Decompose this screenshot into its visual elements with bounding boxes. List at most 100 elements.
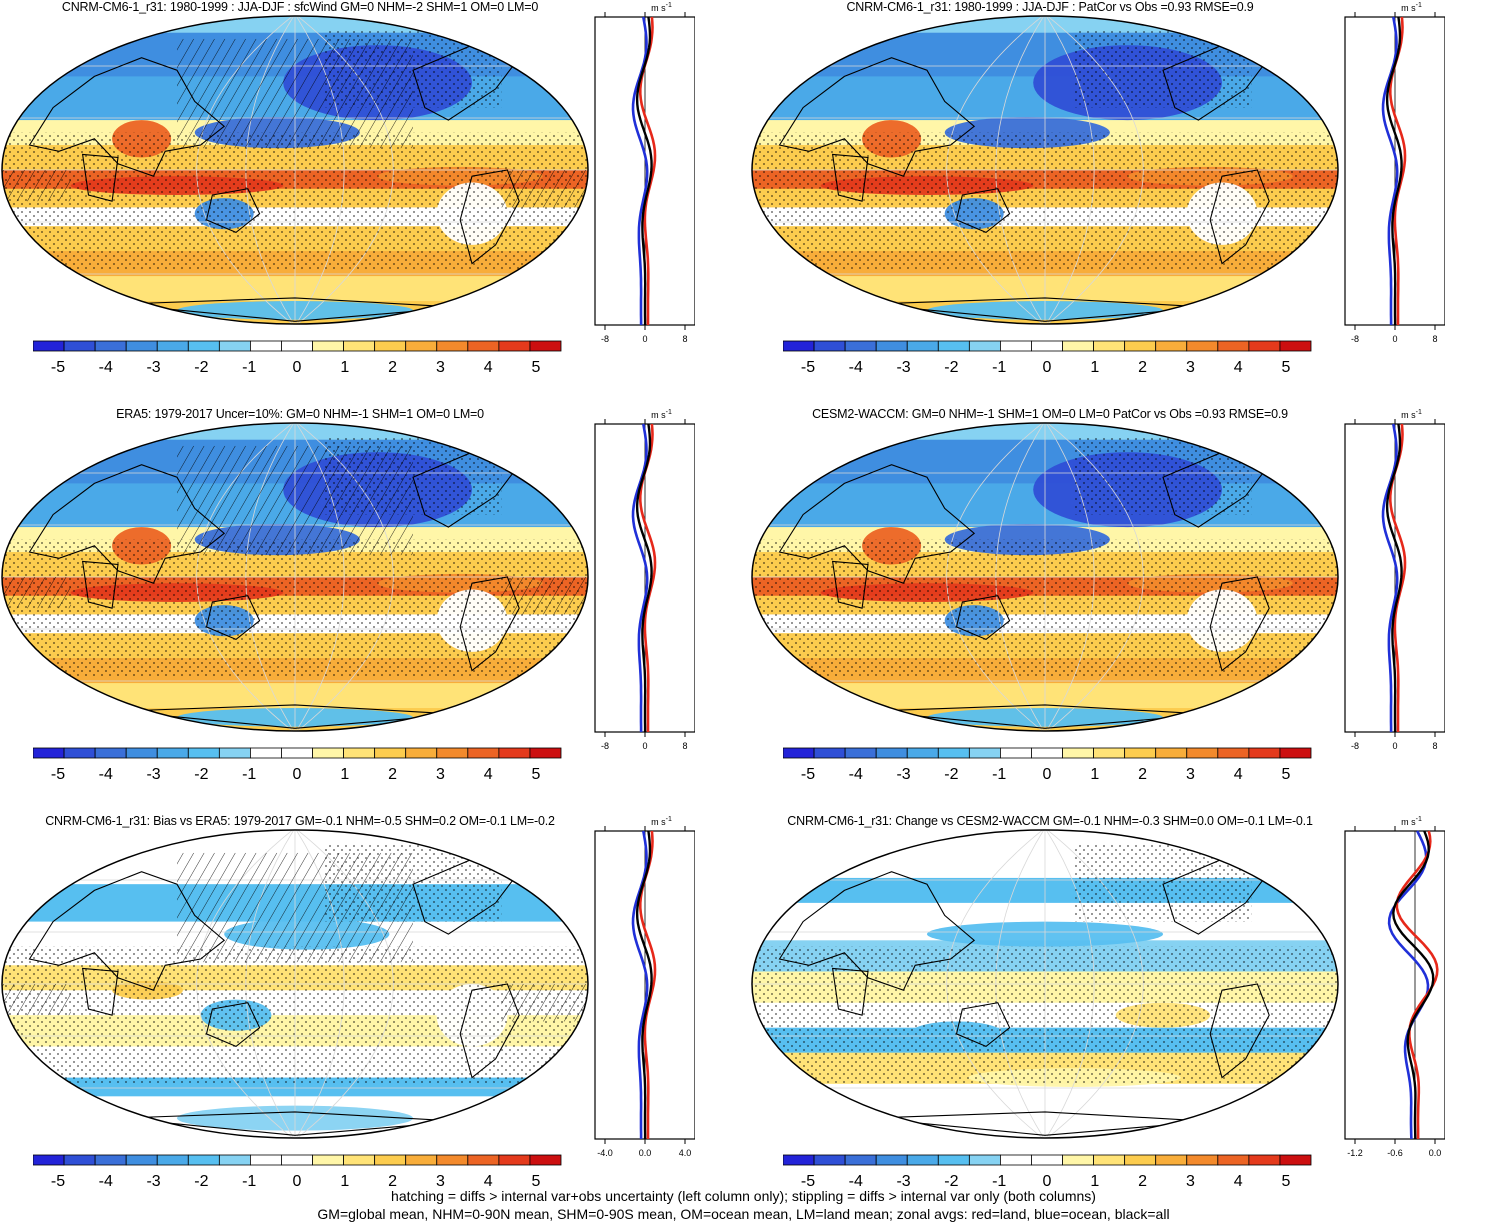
colorbar-tick-label: -1: [242, 359, 256, 376]
coastline: [778, 57, 976, 177]
zonal-unit-label: m s-1: [1401, 409, 1422, 420]
coastline: [778, 464, 976, 584]
zonal-x-tick-label: 8: [1432, 334, 1437, 344]
panel-4: CESM2-WACCM: GM=0 NHM=-1 SHM=1 OM=0 LM=0…: [750, 407, 1487, 814]
colorbar-tick-label: 4: [484, 766, 493, 783]
zonal-x-tick-label: 0: [1392, 741, 1397, 751]
colorbar-tick-label: -2: [944, 1173, 958, 1190]
coastline: [1209, 169, 1270, 265]
colorbar-tick-label: 3: [1186, 359, 1195, 376]
colorbar-tick-label: -4: [849, 766, 863, 783]
zonal-mean-plot: m s-160N30N030S60S-4.00.04.0: [594, 816, 695, 1158]
panel-title: CNRM-CM6-1_r31: Change vs CESM2-WACCM GM…: [787, 814, 1313, 828]
zonal-x-tick-label: -4.0: [597, 1148, 613, 1158]
coastline: [955, 595, 1011, 641]
panel-1: CNRM-CM6-1_r31: 1980-1999 : JJA-DJF : sf…: [0, 0, 743, 407]
colorbar-tick-label: 5: [532, 766, 541, 783]
panel-title: CESM2-WACCM: GM=0 NHM=-1 SHM=1 OM=0 LM=0…: [812, 407, 1288, 421]
zonal-x-tick-label: 0.0: [639, 1148, 652, 1158]
colorbar-tick-label: -3: [146, 1173, 160, 1190]
coastline: [831, 967, 869, 1016]
zonal-x-tick-label: 0.0: [1429, 1148, 1442, 1158]
coastline: [459, 576, 520, 672]
panel-6: CNRM-CM6-1_r31: Change vs CESM2-WACCM GM…: [750, 814, 1487, 1221]
coastline: [459, 169, 520, 265]
zonal-unit-label: m s-1: [651, 816, 672, 827]
colorbar-tick-label: -3: [146, 766, 160, 783]
zonal-x-tick-label: 0: [1392, 334, 1397, 344]
colorbar-tick-label: -5: [51, 1173, 65, 1190]
robinson-map: [751, 422, 1339, 732]
colorbar-tick-label: 4: [1234, 766, 1243, 783]
colorbar: -5 -4 -3 -2 -1 0 1 2 3 4 5: [783, 340, 1312, 376]
colorbar-tick-label: 0: [293, 359, 302, 376]
zonal-x-tick-label: 8: [1432, 741, 1437, 751]
map-border: [751, 15, 1339, 325]
colorbar-tick-label: 5: [532, 359, 541, 376]
colorbar-tick-label: 1: [1090, 359, 1099, 376]
robinson-map: [751, 15, 1339, 325]
colorbar-tick-label: 5: [532, 1173, 541, 1190]
colorbar-tick-label: -2: [944, 359, 958, 376]
colorbar-tick-label: -2: [944, 766, 958, 783]
coastline: [831, 153, 869, 202]
coastline: [205, 595, 261, 641]
coastline: [205, 188, 261, 234]
colorbar-tick-label: 3: [436, 766, 445, 783]
zonal-x-tick-label: 8: [682, 334, 687, 344]
panel-title: CNRM-CM6-1_r31: Bias vs ERA5: 1979-2017 …: [45, 814, 555, 828]
zonal-mean-plot: m s-160N30N030S60S-808: [594, 2, 695, 344]
zonal-x-tick-label: -8: [1351, 334, 1359, 344]
zonal-x-tick-label: -8: [601, 741, 609, 751]
colorbar-tick-label: -5: [801, 1173, 815, 1190]
colorbar-tick-label: -5: [51, 766, 65, 783]
zonal-unit-label: m s-1: [651, 2, 672, 13]
colorbar-tick-label: 4: [484, 359, 493, 376]
colorbar-tick-label: -2: [194, 766, 208, 783]
colorbar-tick-label: 3: [1186, 1173, 1195, 1190]
zonal-x-tick-label: 0: [642, 741, 647, 751]
panel-title: ERA5: 1979-2017 Uncer=10%: GM=0 NHM=-1 S…: [116, 407, 484, 421]
colorbar-tick-label: 1: [340, 766, 349, 783]
robinson-map: [1, 422, 589, 732]
coastline: [28, 57, 226, 177]
colorbar-tick-label: 2: [388, 359, 397, 376]
robinson-map: [1, 15, 589, 325]
coastline: [459, 983, 520, 1079]
coastline: [831, 560, 869, 609]
coastline: [1209, 576, 1270, 672]
map-border: [751, 829, 1339, 1139]
colorbar-tick-label: 4: [484, 1173, 493, 1190]
zonal-x-tick-label: -1.2: [1347, 1148, 1363, 1158]
panel-2: CNRM-CM6-1_r31: 1980-1999 : JJA-DJF : Pa…: [750, 0, 1487, 407]
zonal-x-tick-label: -0.6: [1387, 1148, 1403, 1158]
colorbar-tick-label: 2: [388, 766, 397, 783]
colorbar-tick-label: 2: [1138, 1173, 1147, 1190]
colorbar-tick-label: 5: [1282, 1173, 1291, 1190]
panel-5: CNRM-CM6-1_r31: Bias vs ERA5: 1979-2017 …: [0, 814, 743, 1221]
coastline: [778, 871, 976, 991]
colorbar-tick-label: -5: [801, 766, 815, 783]
coastline: [205, 1002, 261, 1048]
colorbar-tick-label: 1: [1090, 766, 1099, 783]
colorbar-tick-label: -4: [99, 1173, 113, 1190]
colorbar: -5 -4 -3 -2 -1 0 1 2 3 4 5: [783, 747, 1312, 783]
zonal-unit-label: m s-1: [1401, 816, 1422, 827]
colorbar-tick-label: 3: [436, 359, 445, 376]
colorbar-tick-label: 5: [1282, 359, 1291, 376]
panel-3: ERA5: 1979-2017 Uncer=10%: GM=0 NHM=-1 S…: [0, 407, 743, 814]
colorbar-tick-label: 2: [388, 1173, 397, 1190]
coastline: [955, 1002, 1011, 1048]
colorbar-tick-label: 2: [1138, 766, 1147, 783]
colorbar-tick-label: 0: [293, 766, 302, 783]
colorbar: -5 -4 -3 -2 -1 0 1 2 3 4 5: [33, 340, 562, 376]
panel-title: CNRM-CM6-1_r31: 1980-1999 : JJA-DJF : sf…: [61, 0, 539, 14]
colorbar-tick-label: -1: [242, 766, 256, 783]
colorbar: -5 -4 -3 -2 -1 0 1 2 3 4 5: [783, 1154, 1312, 1190]
colorbar-tick-label: 0: [1043, 1173, 1052, 1190]
colorbar-tick-label: 3: [436, 1173, 445, 1190]
coastline: [81, 153, 119, 202]
coastline: [1209, 983, 1270, 1079]
zonal-x-tick-label: -8: [601, 334, 609, 344]
colorbar-tick-label: 2: [1138, 359, 1147, 376]
